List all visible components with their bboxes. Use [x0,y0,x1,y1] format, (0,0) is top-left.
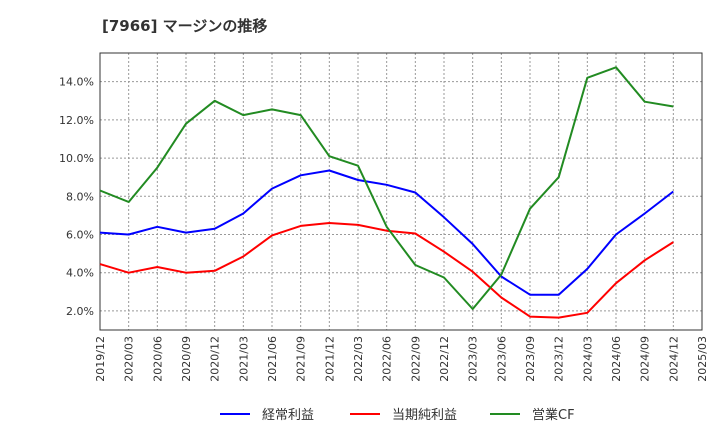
y-tick-label: 4.0% [66,267,94,280]
y-tick-label: 14.0% [59,76,94,89]
x-tick-label: 2022/06 [381,336,394,382]
series-lines [99,66,674,319]
x-tick-label: 2020/06 [151,336,164,382]
x-tick-label: 2024/09 [639,336,652,382]
x-tick-label: 2020/09 [180,336,193,382]
legend: 経常利益 当期純利益 営業CF [220,407,575,423]
x-axis-ticks: 2019/12 2020/03 2020/06 2020/09 2020/12 2021/… [94,336,709,382]
x-tick-label: 2025/03 [696,336,709,382]
x-tick-label: 2021/09 [295,336,308,382]
x-tick-label: 2023/09 [524,336,537,382]
x-tick-label: 2023/06 [495,336,508,382]
y-axis-ticks: 2.0% 4.0% 6.0% 8.0% 10.0% 12.0% 14.0% [59,76,94,318]
x-tick-label: 2022/09 [409,336,422,382]
chart-title: [7966] マージンの推移 [102,17,268,35]
legend-label: 経常利益 [262,408,314,423]
x-tick-label: 2020/03 [123,336,136,382]
legend-label: 当期純利益 [392,408,457,423]
x-tick-label: 2023/03 [467,336,480,382]
series-line [99,66,674,310]
x-tick-label: 2024/12 [667,336,680,382]
series-line [99,222,674,319]
x-tick-label: 2022/03 [352,336,365,382]
x-tick-label: 2023/12 [553,336,566,382]
series-line [99,169,674,296]
y-tick-label: 6.0% [66,228,94,241]
grid-lines [99,53,703,330]
y-tick-label: 2.0% [66,305,94,318]
x-tick-label: 2022/12 [438,336,451,382]
x-tick-label: 2024/03 [581,336,594,382]
y-tick-label: 10.0% [59,152,94,165]
legend-label: 営業CF [532,407,575,423]
x-tick-label: 2020/12 [209,336,222,382]
y-tick-label: 8.0% [66,190,94,203]
x-tick-label: 2024/06 [610,336,623,382]
x-tick-label: 2021/03 [237,336,250,382]
x-tick-label: 2021/06 [266,336,279,382]
x-tick-label: 2021/12 [323,336,336,382]
y-tick-label: 12.0% [59,114,94,127]
x-tick-label: 2019/12 [94,336,107,382]
